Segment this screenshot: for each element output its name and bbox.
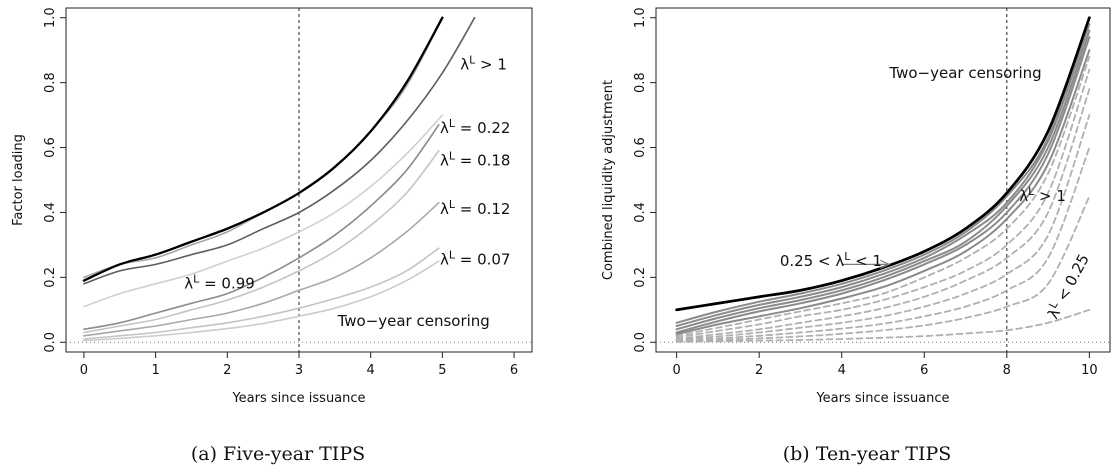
series-line — [675, 146, 1091, 342]
x-tick-label: 5 — [438, 363, 446, 378]
annotation-label: Two−year censoring — [337, 312, 490, 330]
annotation-arrowhead — [879, 259, 891, 269]
annotation-label: λL = 0.99 — [184, 273, 255, 293]
annotation-label: Two−year censoring — [888, 64, 1041, 82]
x-tick-label: 1 — [151, 363, 159, 378]
x-tick-label: 6 — [920, 363, 928, 378]
series-line — [82, 16, 444, 282]
series-line — [675, 29, 1091, 331]
series-line — [83, 247, 440, 340]
annotation-label: λL = 0.12 — [440, 198, 511, 218]
series-line — [675, 195, 1091, 343]
x-tick-label: 4 — [838, 363, 846, 378]
plot-frame — [655, 7, 1111, 353]
annotation-label: λL = 0.22 — [440, 117, 511, 137]
x-tick-label: 4 — [367, 363, 375, 378]
panel-caption: (b) Ten-year TIPS — [783, 443, 952, 465]
series-line — [83, 16, 444, 279]
y-tick-label: 0.8 — [633, 72, 648, 93]
x-tick-label: 10 — [1081, 363, 1098, 378]
series-line — [675, 23, 1091, 327]
series-line — [675, 68, 1091, 339]
y-tick-label: 1.0 — [43, 7, 58, 28]
series-line — [83, 114, 444, 308]
y-tick-label: 0.0 — [633, 332, 648, 353]
series-line — [83, 16, 476, 285]
y-axis-title: Factor loading — [11, 134, 26, 226]
x-tick-label: 2 — [755, 363, 763, 378]
x-axis-title: Years since issuance — [815, 391, 949, 406]
annotation-label: λL = 0.18 — [440, 149, 511, 169]
x-tick-label: 8 — [1003, 363, 1011, 378]
x-tick-label: 6 — [510, 363, 518, 378]
series-line — [83, 150, 440, 334]
x-axis-title: Years since issuance — [231, 391, 365, 406]
series-line — [675, 308, 1091, 343]
y-tick-label: 0.2 — [633, 267, 648, 288]
series-line — [83, 201, 440, 337]
panel-caption: (a) Five-year TIPS — [191, 443, 365, 465]
series-line — [83, 124, 440, 331]
annotation-label: λL = 0.07 — [440, 248, 511, 268]
series-line-emphasis — [675, 16, 1091, 312]
y-tick-label: 0.6 — [633, 137, 648, 158]
y-axis-title: Combined liquidity adjustment — [601, 80, 616, 280]
y-tick-label: 0.4 — [43, 202, 58, 223]
series-line — [675, 16, 1091, 324]
series-line — [675, 36, 1091, 334]
series-line — [675, 114, 1091, 341]
y-tick-label: 0.8 — [43, 72, 58, 93]
x-tick-label: 0 — [80, 363, 88, 378]
series-line-emphasis — [82, 16, 444, 282]
panel-a: 0 1 2 3 4 5 6 0.0 0.2 0.4 0.6 0.8 1.0 Years since iss… — [11, 7, 533, 465]
annotation-label: λL > 1 — [460, 54, 507, 74]
series-line — [675, 88, 1091, 340]
y-tick-label: 0.0 — [43, 332, 58, 353]
x-tick-label: 3 — [295, 363, 303, 378]
series-line — [83, 260, 440, 342]
annotation-label: λL > 1 — [1019, 185, 1066, 205]
y-tick-label: 0.6 — [43, 137, 58, 158]
x-tick-label: 2 — [223, 363, 231, 378]
y-tick-label: 1.0 — [633, 7, 648, 28]
annotation-label: 0.25 < λL < 1 — [780, 250, 882, 270]
x-tick-label: 0 — [672, 363, 680, 378]
y-tick-label: 0.4 — [633, 202, 648, 223]
series-line — [675, 55, 1091, 337]
series-line — [675, 16, 1091, 312]
y-tick-label: 0.2 — [43, 267, 58, 288]
series-line — [675, 49, 1091, 336]
panel-b: 0 2 4 6 8 10 0.0 0.2 0.4 0.6 0.8 1.0 Years since iss… — [601, 7, 1111, 465]
